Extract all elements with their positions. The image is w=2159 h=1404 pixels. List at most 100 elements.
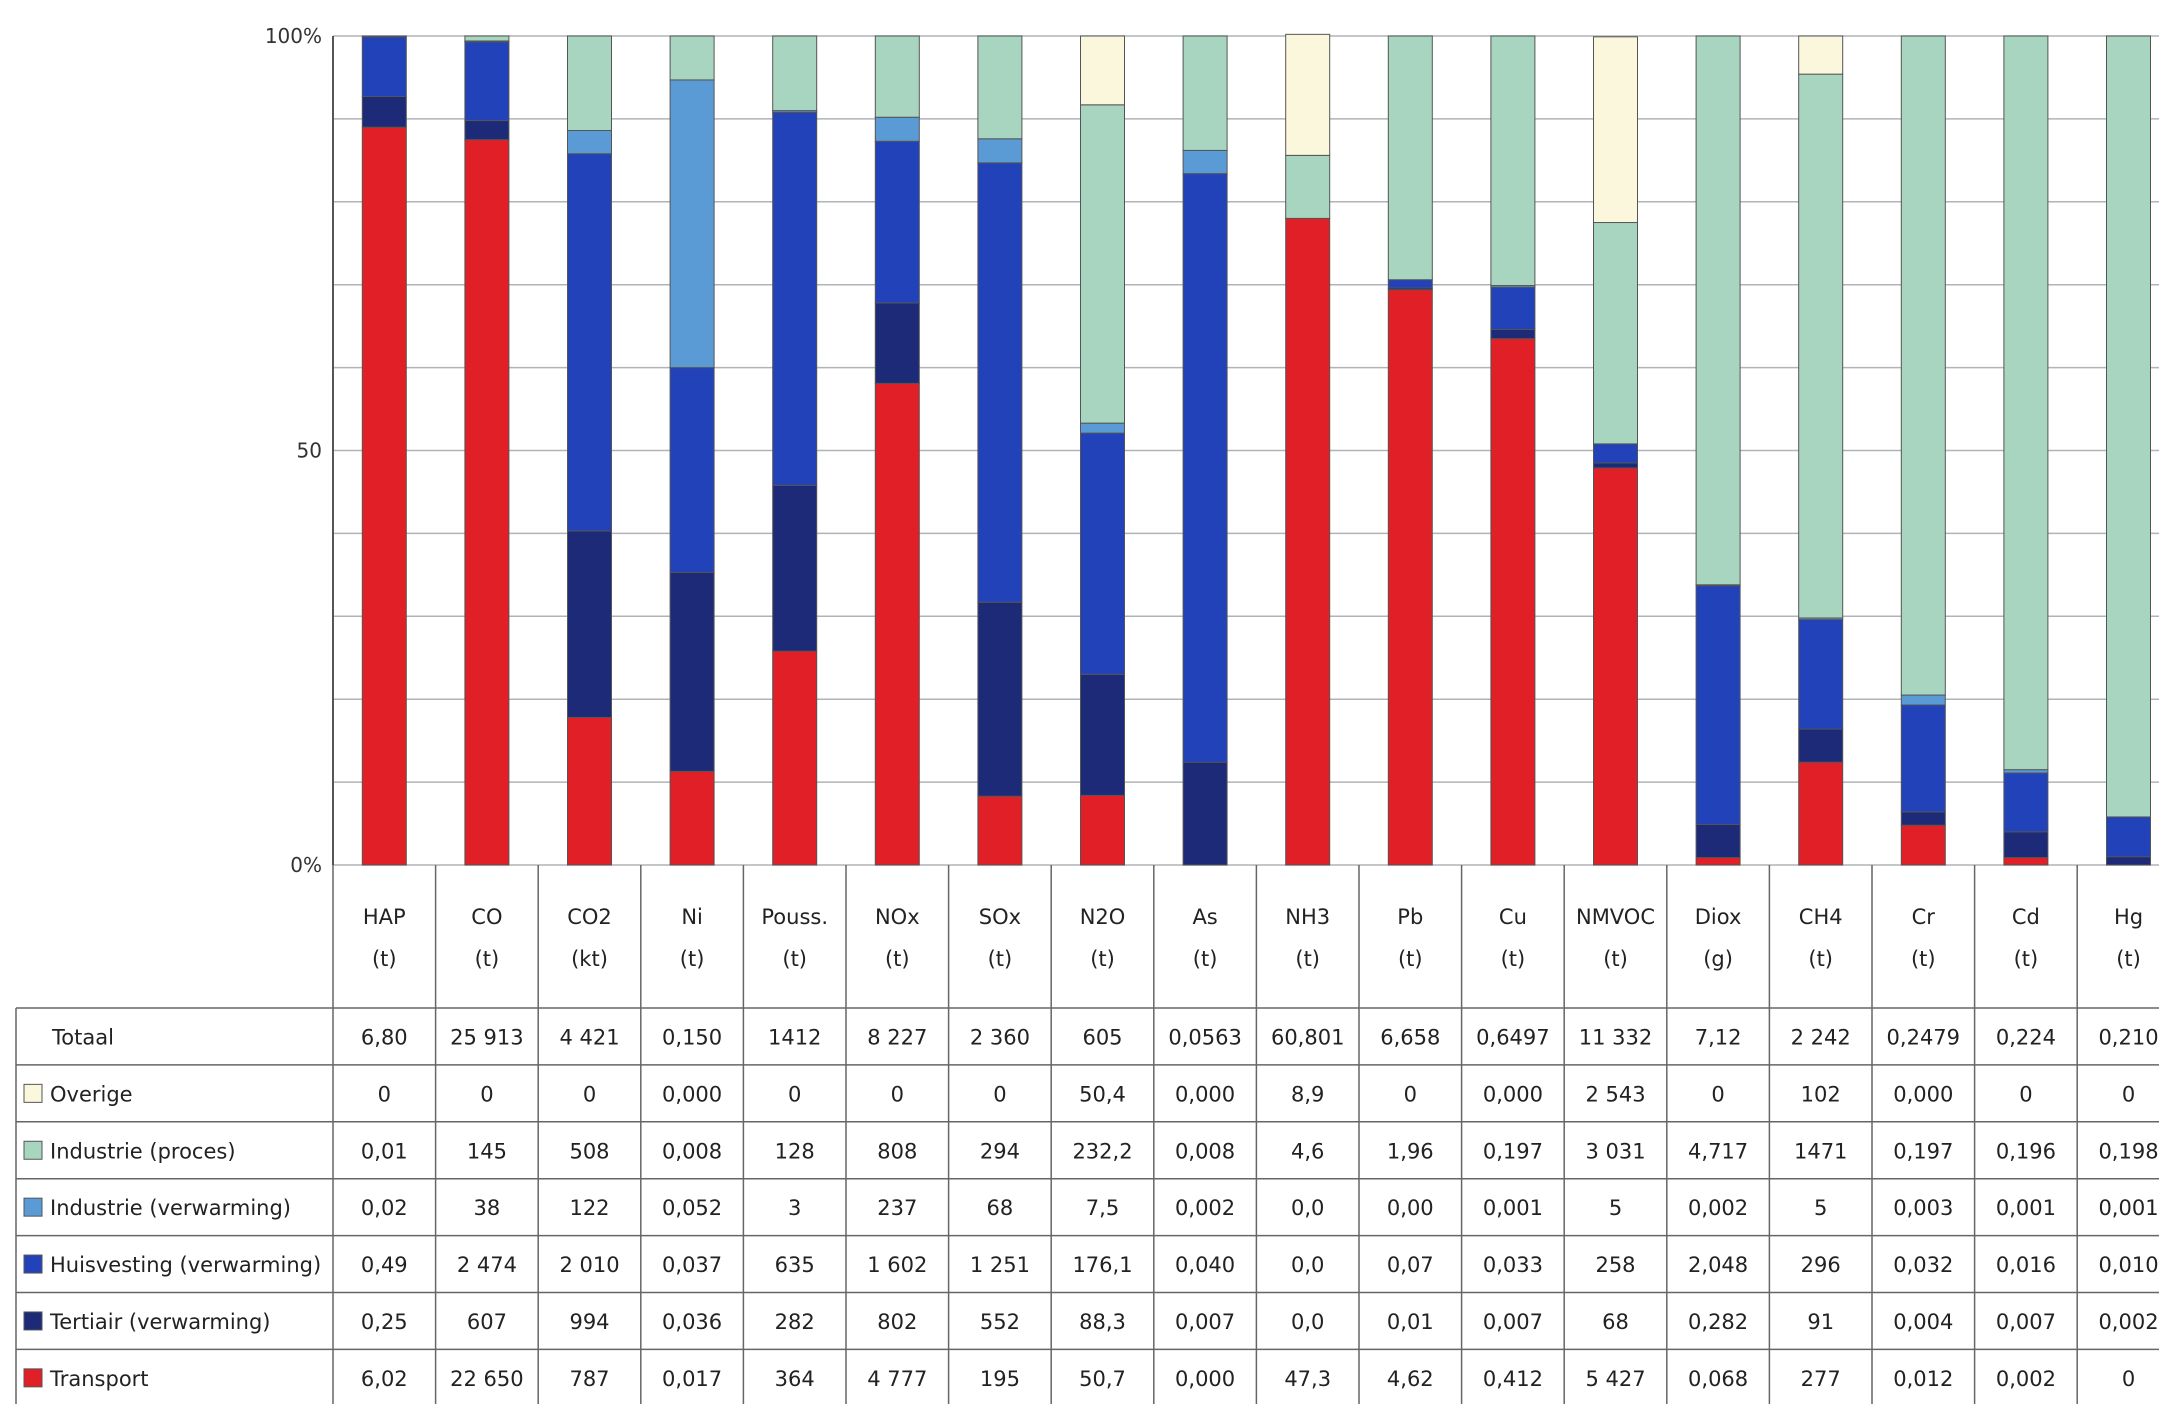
category-label: Cu <box>1499 905 1527 929</box>
unit-label: (g) <box>1703 947 1733 971</box>
table-cell: 4 421 <box>559 1025 619 1049</box>
category-label: SOx <box>979 905 1021 929</box>
unit-label: (t) <box>1603 947 1628 971</box>
bar-segment <box>2106 816 2151 858</box>
row-label: Huisvesting (verwarming) <box>50 1253 321 1277</box>
bar-segment <box>1798 619 1844 730</box>
bar-segment <box>1490 338 1536 866</box>
bar-segment <box>1798 728 1844 763</box>
bar-segment <box>567 530 612 718</box>
table-cell: 296 <box>1801 1253 1841 1277</box>
bar-segment <box>1900 694 1946 706</box>
bar-segment <box>1080 432 1125 675</box>
row-label: Tertiair (verwarming) <box>49 1310 271 1334</box>
table-cell: 0,033 <box>1483 1253 1543 1277</box>
table-cell: 2 474 <box>457 1253 517 1277</box>
table-cell: 0,001 <box>2098 1196 2158 1220</box>
table-cell: 282 <box>775 1310 815 1334</box>
legend-swatch <box>23 1197 43 1217</box>
bar-segment <box>874 302 920 384</box>
table-cell: 0,012 <box>1893 1367 1953 1391</box>
bar-segment <box>1182 35 1228 151</box>
y-tick-label: 100% <box>265 24 322 48</box>
legend-swatch <box>23 1311 43 1331</box>
table-cell: 0,210 <box>2098 1025 2158 1049</box>
bar-segment <box>1490 35 1536 287</box>
category-label: HAP <box>363 905 406 929</box>
bar-stack-sox <box>977 35 1023 866</box>
bar-segment <box>977 601 1023 797</box>
bar-stack-n2o <box>1080 35 1125 866</box>
table-cell: 47,3 <box>1284 1367 1331 1391</box>
data-table: HAP (t) CO (t) CO2 (kt) Ni (t) Pouss. (t) NOx (t) SO… <box>15 865 2159 1404</box>
table-cell: 0,040 <box>1175 1253 1235 1277</box>
bar-segment <box>1080 35 1125 106</box>
table-cell: 994 <box>569 1310 609 1334</box>
unit-label: (t) <box>2116 947 2141 971</box>
unit-label: (t) <box>1501 947 1526 971</box>
table-cell: 0,196 <box>1996 1139 2056 1163</box>
table-cell: 0,000 <box>1893 1082 1953 1106</box>
bar-segment <box>1695 585 1741 825</box>
table-cell: 607 <box>467 1310 507 1334</box>
category-label: NH3 <box>1285 905 1330 929</box>
bar-segment <box>1900 811 1946 826</box>
bar-segment <box>2003 831 2049 859</box>
table-cell: 3 <box>788 1196 801 1220</box>
table-cell: 0,07 <box>1387 1253 1434 1277</box>
category-label: Cd <box>2012 905 2040 929</box>
table-cell: 0 <box>2122 1367 2135 1391</box>
bar-segment <box>1900 704 1946 813</box>
grid-lines <box>333 35 2159 866</box>
bar-segment <box>772 484 818 652</box>
bar-segment <box>1285 33 1331 156</box>
bar-stack-cu <box>1490 35 1536 866</box>
table-cell: 0,032 <box>1893 1253 1953 1277</box>
bar-stack-nox <box>874 35 920 866</box>
table-cell: 258 <box>1595 1253 1635 1277</box>
bar-segment <box>567 153 612 532</box>
table-cell: 0,197 <box>1483 1139 1543 1163</box>
bar-segment <box>2003 772 2049 833</box>
bar-segment <box>1695 35 1741 586</box>
bar-segment <box>1182 761 1228 866</box>
table-cell: 0,003 <box>1893 1196 1953 1220</box>
bar-segment <box>874 382 920 866</box>
table-cell: 122 <box>569 1196 609 1220</box>
table-cell: 5 427 <box>1585 1367 1645 1391</box>
bar-stack-pb <box>1387 35 1433 866</box>
table-cell: 0,000 <box>662 1082 722 1106</box>
table-cell: 0 <box>378 1082 391 1106</box>
table-cell: 0,036 <box>662 1310 722 1334</box>
bar-segment <box>1593 443 1638 464</box>
table-cell: 5 <box>1609 1196 1622 1220</box>
table-cell: 0,2479 <box>1887 1025 1960 1049</box>
table-cell: 0,000 <box>1175 1082 1235 1106</box>
bar-segment <box>1387 289 1433 866</box>
table-cell: 605 <box>1082 1025 1122 1049</box>
category-label: As <box>1192 905 1217 929</box>
bar-segment <box>874 140 920 304</box>
bar-segment <box>1798 761 1844 866</box>
bar-segment <box>1182 149 1228 175</box>
table-cell: 0,282 <box>1688 1310 1748 1334</box>
table-cell: 7,12 <box>1695 1025 1742 1049</box>
table-cell: 0,004 <box>1893 1310 1953 1334</box>
table-cell: 0,002 <box>2098 1310 2158 1334</box>
table-cell: 0,002 <box>1996 1367 2056 1391</box>
bar-segment <box>2003 857 2049 866</box>
bar-stack-co2 <box>567 35 612 866</box>
table-cell: 4 777 <box>867 1367 927 1391</box>
bar-segment <box>772 35 818 112</box>
table-cell: 11 332 <box>1579 1025 1652 1049</box>
bar-stack-hap <box>361 35 407 866</box>
table-cell: 237 <box>877 1196 917 1220</box>
table-cell: 787 <box>569 1367 609 1391</box>
bar-segment <box>1080 794 1125 866</box>
bar-segment <box>361 36 407 98</box>
table-cell: 0 <box>1711 1082 1724 1106</box>
bar-segment <box>567 130 612 155</box>
table-cell: 8 227 <box>867 1025 927 1049</box>
bar-segment <box>1080 104 1125 424</box>
table-cell: 68 <box>987 1196 1014 1220</box>
